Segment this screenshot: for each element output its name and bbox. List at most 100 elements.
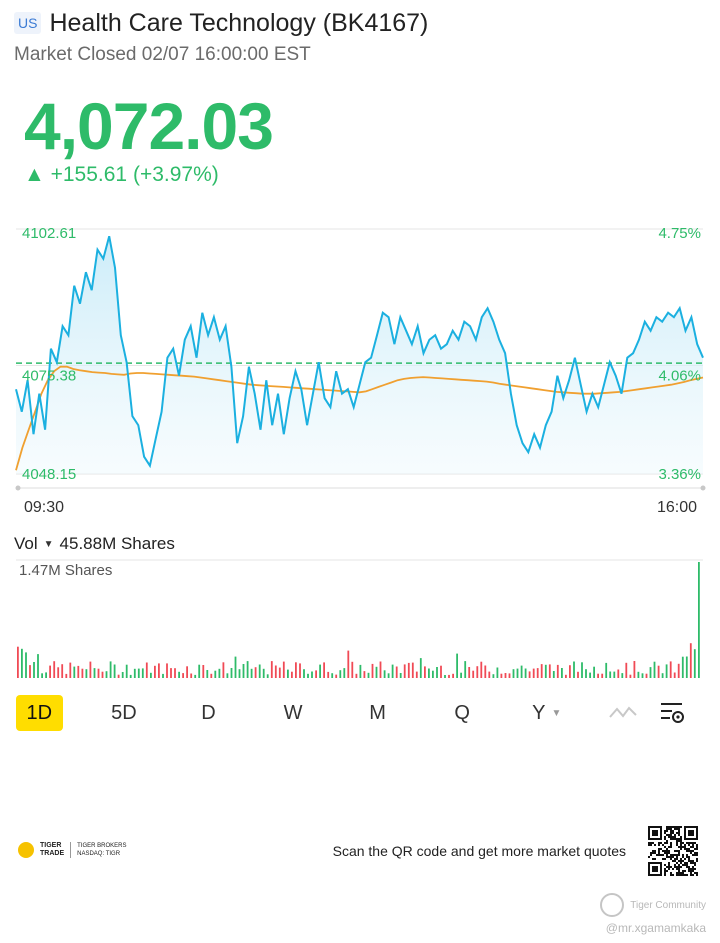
qr-module — [686, 866, 688, 868]
brand-line: TIGER — [40, 842, 62, 849]
tiger-logo-icon — [18, 842, 34, 858]
volume-bar — [238, 669, 241, 678]
volume-bar — [129, 674, 132, 678]
qr-module — [670, 856, 672, 858]
qr-module — [672, 854, 674, 856]
volume-bar — [121, 672, 124, 678]
qr-module — [680, 862, 682, 864]
qr-module — [666, 842, 668, 844]
volume-bar — [250, 668, 253, 678]
volume-bar — [101, 671, 104, 678]
volume-dropdown-icon[interactable]: ▼ — [43, 538, 54, 550]
volume-bar — [202, 665, 205, 678]
qr-module — [684, 864, 686, 866]
volume-bar — [681, 656, 684, 678]
volume-bar — [89, 661, 92, 678]
volume-bar — [210, 673, 213, 678]
qr-module — [692, 868, 694, 870]
volume-bar — [665, 664, 668, 678]
qr-module — [686, 874, 688, 876]
qr-module — [692, 862, 694, 864]
qr-module — [654, 858, 656, 860]
qr-module — [682, 860, 684, 862]
qr-module — [674, 864, 676, 866]
qr-module — [666, 830, 668, 832]
qr-module — [668, 862, 670, 864]
volume-bar — [395, 666, 398, 678]
qr-module — [656, 854, 658, 856]
volume-bar — [77, 665, 80, 678]
chart-settings-icon[interactable] — [658, 698, 686, 728]
qr-module — [662, 854, 664, 856]
volume-bar — [516, 668, 519, 678]
qr-module — [680, 838, 682, 840]
tab-d[interactable]: D — [185, 695, 232, 731]
volume-bar — [444, 675, 446, 678]
volume-bar — [57, 667, 60, 678]
qr-module — [694, 842, 696, 844]
tab-w[interactable]: W — [270, 695, 317, 731]
header: US Health Care Technology (BK4167) Marke… — [14, 8, 706, 66]
indicator-icon[interactable] — [608, 698, 638, 728]
intraday-chart[interactable]: 4102.61 4075.38 4048.15 4.75% 4.06% 3.36% 09:3… — [0, 215, 720, 515]
qr-module — [676, 840, 678, 842]
tab-1d[interactable]: 1D — [16, 695, 63, 731]
volume-bar — [33, 662, 35, 678]
qr-module — [684, 874, 686, 876]
volume-bar — [105, 671, 108, 678]
qr-module — [690, 868, 692, 870]
qr-module — [652, 866, 658, 872]
qr-module — [678, 840, 680, 842]
qr-module — [688, 850, 690, 852]
qr-module — [688, 866, 690, 868]
volume-bar — [323, 662, 325, 678]
qr-module — [678, 830, 680, 832]
volume-bar — [254, 667, 257, 678]
qr-module — [668, 866, 670, 868]
volume-bar — [484, 665, 487, 678]
qr-module — [696, 872, 698, 874]
volume-bar — [343, 668, 346, 678]
y-label-left: 4048.15 — [22, 466, 76, 483]
qr-module — [658, 852, 660, 854]
tab-q[interactable]: Q — [439, 695, 486, 731]
volume-bar — [633, 661, 636, 678]
volume-total: 45.88M Shares — [59, 534, 175, 553]
qr-module — [678, 864, 680, 866]
period-tabs: 1D 5D D W M Q Y ▼ — [16, 695, 706, 731]
volume-bar — [685, 656, 688, 678]
qr-module — [676, 838, 678, 840]
qr-module — [666, 850, 668, 852]
axis-dot — [700, 485, 706, 491]
volume-bar — [158, 663, 160, 678]
qr-module — [686, 842, 688, 844]
qr-module — [664, 830, 666, 832]
x-label-start: 09:30 — [24, 499, 64, 515]
tab-m[interactable]: M — [354, 695, 401, 731]
volume-bar — [593, 666, 595, 678]
qr-module — [678, 852, 680, 854]
volume-bar — [311, 671, 313, 678]
qr-module — [678, 860, 680, 862]
qr-module — [674, 834, 676, 836]
qr-module — [678, 834, 680, 836]
volume-bar — [476, 666, 479, 678]
qr-module — [692, 860, 694, 862]
volume-bar — [669, 661, 672, 678]
volume-bar — [299, 663, 301, 678]
volume-bar — [315, 670, 317, 678]
volume-bar — [73, 666, 76, 678]
volume-bar — [391, 664, 394, 678]
volume-bar — [387, 673, 390, 678]
tab-y[interactable]: Y ▼ — [523, 695, 570, 731]
tab-5d[interactable]: 5D — [101, 695, 148, 731]
volume-chart[interactable] — [0, 556, 720, 681]
volume-bar — [524, 668, 527, 678]
qr-module — [672, 860, 674, 862]
qr-code-icon[interactable] — [648, 826, 698, 876]
qr-module — [692, 854, 694, 856]
qr-module — [688, 856, 690, 858]
volume-header[interactable]: Vol ▼ 45.88M Shares — [14, 534, 175, 554]
x-label-end: 16:00 — [657, 499, 697, 515]
qr-module — [690, 870, 692, 872]
